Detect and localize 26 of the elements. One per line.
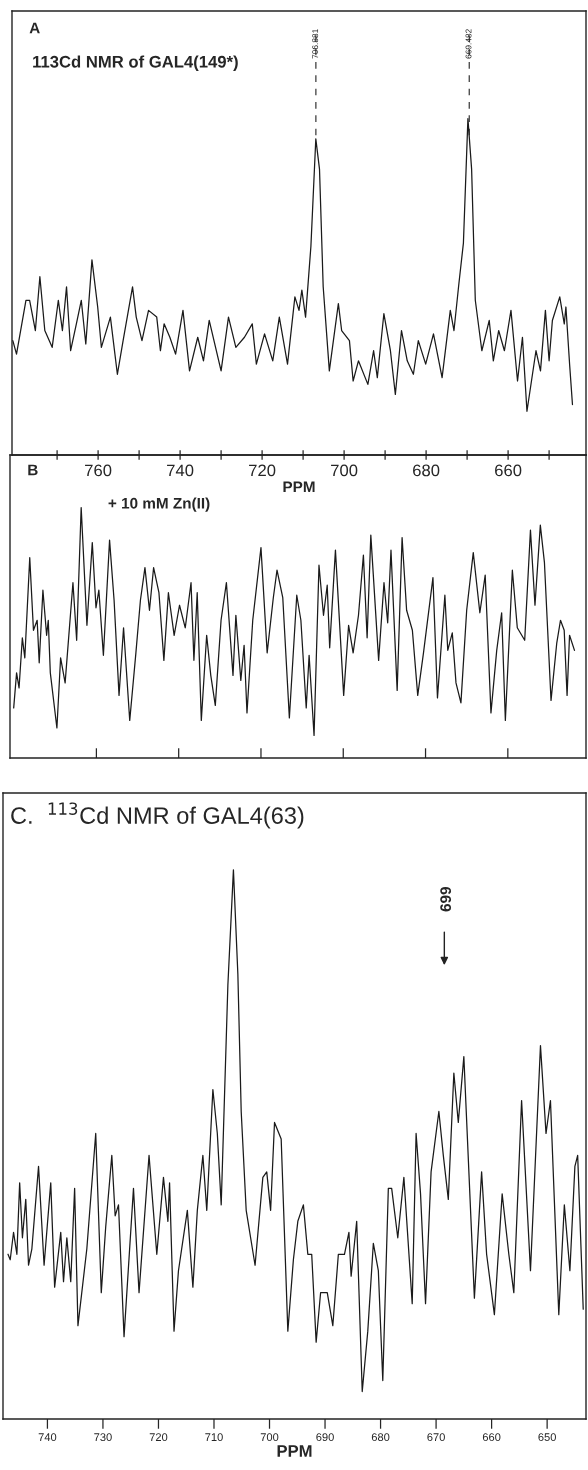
x-axis-title: PPM xyxy=(283,481,315,493)
x-tick-label: 680 xyxy=(371,1433,390,1442)
x-tick-label: 710 xyxy=(205,1433,223,1442)
chart-title: C. $^{113}$Cd NMR of GAL4(63) xyxy=(11,802,304,829)
x-axis-title: PPM xyxy=(277,1445,312,1457)
x-tick-label: 650 xyxy=(538,1433,556,1442)
x-tick-label: 690 xyxy=(316,1433,334,1442)
ref-line-label: 669.482 xyxy=(465,29,472,59)
chart-subtitle: 113Cd NMR of GAL4(149*) xyxy=(33,55,238,71)
x-tick-label: 660 xyxy=(495,464,522,477)
x-tick-label: 720 xyxy=(249,464,276,477)
x-tick-label: 700 xyxy=(331,464,358,477)
chart-title: B xyxy=(28,464,38,476)
x-tick-label: 700 xyxy=(260,1433,279,1442)
chart-subtitle: + 10 mM Zn(II) xyxy=(108,497,210,512)
annotation: 669 xyxy=(440,887,452,912)
x-tick-label: 760 xyxy=(85,464,112,477)
ref-line-label: 706.881 xyxy=(312,29,319,59)
x-tick-label: 740 xyxy=(38,1433,57,1442)
chart-title: A xyxy=(29,22,40,34)
x-tick-label: 740 xyxy=(167,464,194,477)
x-tick-label: 680 xyxy=(413,464,440,477)
x-tick-label: 660 xyxy=(482,1433,501,1442)
x-tick-label: 670 xyxy=(427,1433,445,1442)
x-tick-label: 720 xyxy=(149,1433,168,1442)
x-tick-label: 730 xyxy=(94,1433,112,1442)
